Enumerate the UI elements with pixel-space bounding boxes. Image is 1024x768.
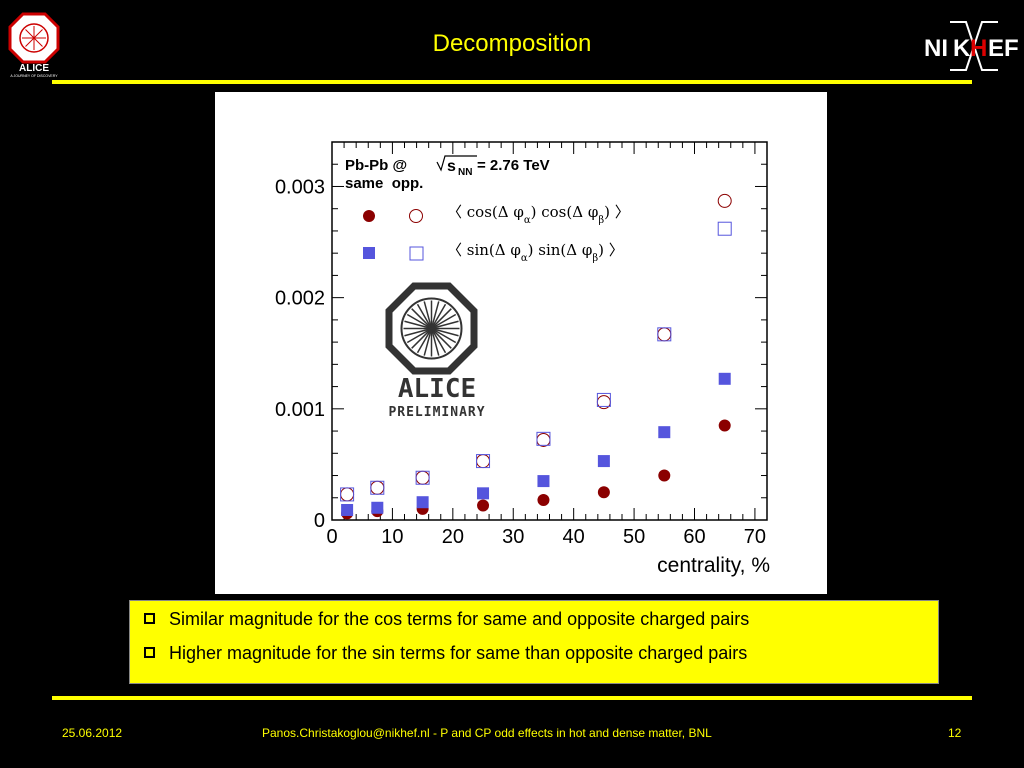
x-tick-label: 50: [623, 526, 645, 548]
annotation-sub-nn: NN: [458, 167, 472, 178]
point-cos-opp: [476, 454, 491, 469]
system-annotation: Pb-Pb @ s NN = 2.76 TeV same opp.: [345, 155, 550, 192]
point-sin-same: [416, 496, 429, 509]
point-sin-opp: [340, 487, 355, 502]
annotation-prefix: Pb-Pb @: [345, 157, 407, 174]
nikhef-logo-ni: NI: [924, 35, 948, 62]
point-cos-same: [718, 419, 731, 432]
legend-label-cos: 〈 cos(Δ φα) cos(Δ φβ) 〉: [447, 203, 630, 226]
y-tick-label: 0.003: [275, 176, 325, 198]
plot-border: [331, 141, 768, 521]
point-sin-opp: [536, 431, 551, 446]
x-tick-label: 60: [683, 526, 705, 548]
point-sin-same: [371, 501, 384, 514]
point-cos-same: [658, 469, 671, 482]
bullet-text: Higher magnitude for the sin terms for s…: [169, 643, 748, 663]
plot-frame: [331, 141, 768, 521]
point-sin-opp: [657, 327, 672, 342]
legend-marker-sin-same: [363, 247, 375, 259]
point-sin-opp: [415, 470, 430, 485]
point-cos-opp: [717, 193, 732, 208]
x-tick-label: 10: [381, 526, 403, 548]
point-cos-opp: [415, 470, 430, 485]
x-axis-ticks: 0 10 20 30 40 50 60 70: [326, 142, 766, 548]
x-tick-label: 30: [502, 526, 524, 548]
point-cos-opp: [657, 327, 672, 342]
x-tick-label: 70: [744, 526, 766, 548]
footer-date: 25.06.2012: [62, 726, 123, 740]
point-cos-same: [477, 499, 490, 512]
watermark-preliminary-text: PRELIMINARY: [388, 405, 485, 420]
point-sin-opp: [370, 480, 385, 495]
point-sin-same: [658, 426, 671, 439]
annotation-s: s: [447, 158, 456, 175]
alice-preliminary-watermark: ALICE PRELIMINARY: [385, 282, 485, 420]
x-axis-label: centrality, %: [657, 554, 770, 577]
x-tick-label: 0: [326, 526, 337, 548]
point-sin-same: [477, 487, 490, 500]
y-tick-label: 0.001: [275, 399, 325, 421]
point-cos-opp: [340, 487, 355, 502]
header-rule: [52, 80, 972, 84]
watermark-spoke: [404, 320, 459, 337]
legend-label-sin: 〈 sin(Δ φα) sin(Δ φβ) 〉: [447, 241, 624, 264]
footer-page-number: 12: [948, 726, 962, 740]
slide-title: Decomposition: [432, 30, 592, 57]
bullet-box: Similar magnitude for the cos terms for …: [129, 600, 939, 684]
point-sin-opp: [596, 392, 611, 407]
legend-marker-cos-same: [363, 210, 375, 222]
point-sin-same: [341, 503, 354, 516]
point-cos-opp: [370, 480, 385, 495]
data-points: [340, 193, 732, 520]
x-tick-label: 20: [442, 526, 464, 548]
point-sin-opp: [717, 221, 732, 236]
bullet-item: Similar magnitude for the cos terms for …: [144, 609, 749, 630]
point-sin-opp: [476, 454, 491, 469]
nikhef-logo: NI K H EF: [924, 21, 1019, 71]
point-sin-same: [597, 455, 610, 468]
y-axis-ticks: 0 0.001 0.002 0.003: [275, 163, 767, 532]
point-sin-same: [537, 475, 550, 488]
legend: 〈 cos(Δ φα) cos(Δ φβ) 〉 〈 sin(Δ φα) sin(…: [363, 203, 630, 264]
nikhef-logo-ef: EF: [988, 35, 1019, 62]
annotation-same-opp: same opp.: [345, 175, 423, 192]
nikhef-logo-k: K: [953, 35, 971, 62]
alice-logo: ALICE A JOURNEY OF DISCOVERY: [8, 12, 60, 78]
x-tick-label: 40: [563, 526, 585, 548]
bullet-text: Similar magnitude for the cos terms for …: [169, 609, 750, 629]
plot-panel: 0 10 20 30 40 50 60 70 0 0.001 0.002 0.003 ALICE P…: [215, 92, 827, 594]
point-cos-same: [537, 493, 550, 506]
point-sin-same: [718, 372, 731, 385]
alice-logo-text: ALICE: [19, 63, 49, 74]
nikhef-logo-h: H: [970, 35, 987, 62]
y-tick-label: 0.002: [275, 288, 325, 310]
watermark-alice-text: ALICE: [398, 374, 476, 404]
alice-logo-subtext: A JOURNEY OF DISCOVERY: [10, 74, 58, 78]
scatter-chart: 0 10 20 30 40 50 60 70 0 0.001 0.002 0.003 ALICE P…: [275, 141, 770, 577]
checkbox-bullet-icon: [144, 647, 155, 658]
annotation-energy: = 2.76 TeV: [477, 157, 550, 174]
y-tick-label: 0: [314, 510, 325, 532]
checkbox-bullet-icon: [144, 613, 155, 624]
legend-marker-sin-opp: [409, 246, 424, 261]
point-cos-same: [597, 486, 610, 499]
point-cos-opp: [536, 432, 551, 447]
bullet-item: Higher magnitude for the sin terms for s…: [144, 643, 747, 664]
legend-marker-cos-opp: [409, 209, 423, 223]
footer-author: Panos.Christakoglou@nikhef.nl - P and CP…: [262, 726, 712, 740]
footer-rule: [52, 696, 972, 700]
svg-text:Pb-Pb @: Pb-Pb @: [345, 157, 407, 174]
